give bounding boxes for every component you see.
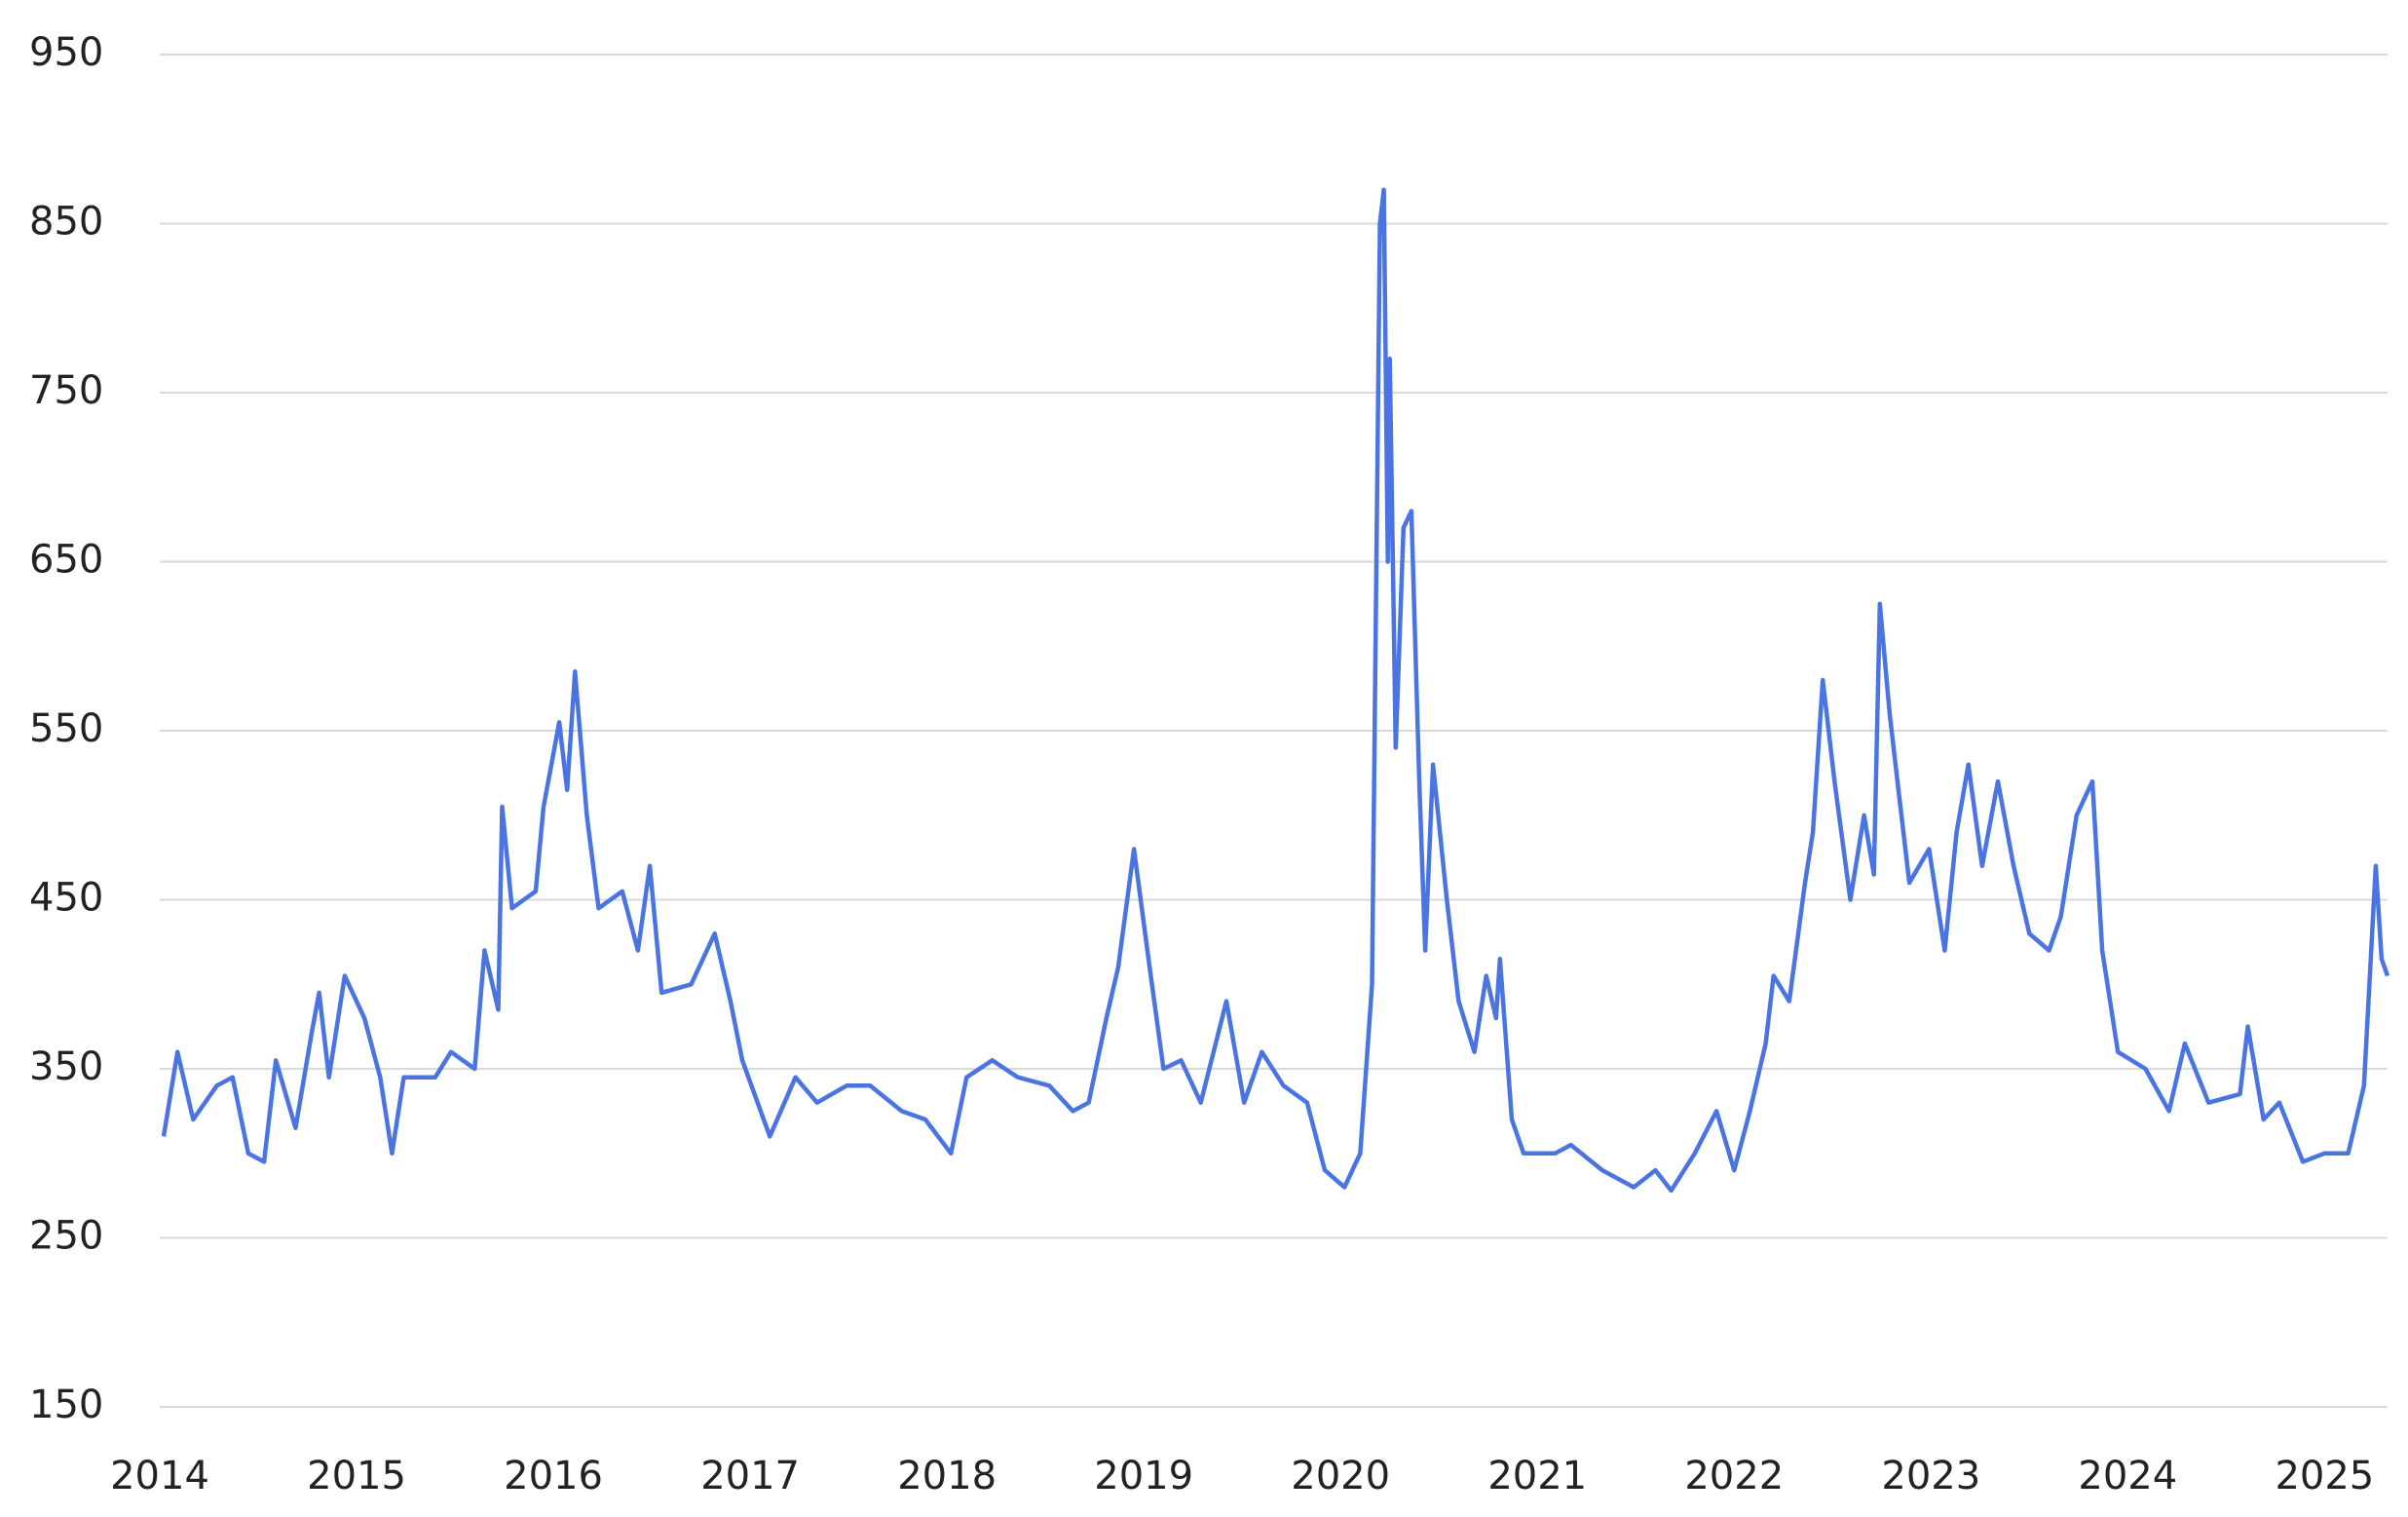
x-tick-label: 2021 (1487, 1454, 1587, 1498)
y-tick-label: 550 (29, 706, 103, 751)
x-tick-label: 2020 (1291, 1454, 1390, 1498)
x-tick-label: 2016 (504, 1454, 603, 1498)
x-tick-label: 2018 (897, 1454, 997, 1498)
y-tick-label: 350 (29, 1044, 103, 1089)
x-tick-label: 2017 (700, 1454, 800, 1498)
y-tick-label: 450 (29, 876, 103, 921)
y-tick-label: 750 (29, 368, 103, 413)
y-tick-label: 850 (29, 200, 103, 245)
x-tick-label: 2015 (307, 1454, 406, 1498)
y-tick-label: 950 (29, 30, 103, 75)
y-tick-label: 150 (29, 1383, 103, 1427)
x-tick-label: 2023 (1881, 1454, 1980, 1498)
x-tick-label: 2014 (110, 1454, 209, 1498)
line-series (161, 187, 2390, 1194)
x-tick-label: 2019 (1094, 1454, 1193, 1498)
x-tick-label: 2025 (2275, 1454, 2374, 1498)
y-tick-label: 650 (29, 538, 103, 583)
x-tick-label: 2022 (1684, 1454, 1784, 1498)
y-tick-label: 250 (29, 1214, 103, 1259)
x-tick-label: 2024 (2078, 1454, 2177, 1498)
